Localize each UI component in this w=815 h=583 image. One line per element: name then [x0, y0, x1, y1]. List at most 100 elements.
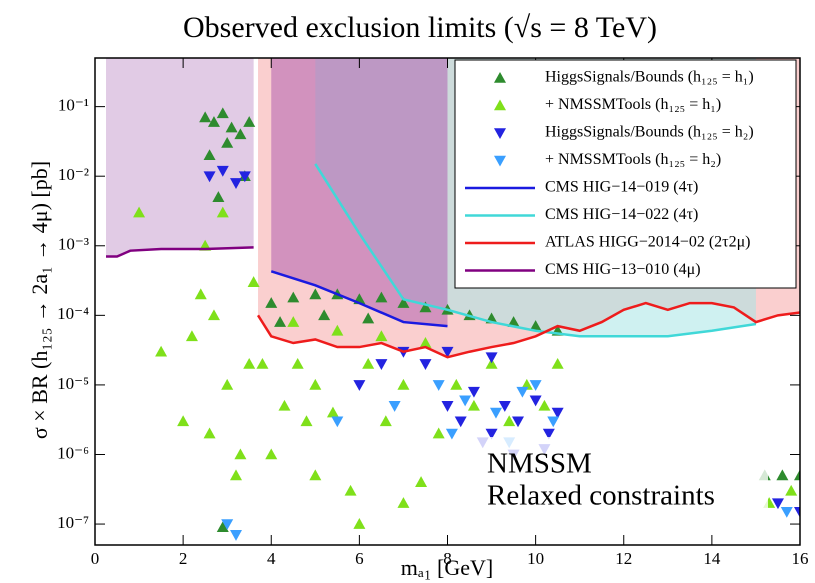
point — [221, 378, 234, 390]
legend-label: CMS HIG−14−022 (4τ) — [545, 206, 698, 223]
legend-marker — [494, 128, 506, 139]
point — [265, 448, 278, 460]
point — [419, 301, 432, 313]
point — [309, 469, 322, 481]
annotation: NMSSM — [487, 448, 592, 480]
point — [326, 406, 339, 418]
point — [485, 428, 498, 440]
point — [265, 297, 278, 308]
point — [212, 191, 225, 202]
point — [450, 378, 463, 390]
legend-label: + NMSSMTools (h₁₂₅ = h₁) — [545, 96, 721, 113]
point — [300, 415, 313, 427]
point — [203, 149, 216, 161]
point — [331, 416, 344, 428]
point — [234, 448, 247, 460]
point — [221, 137, 234, 148]
point — [234, 128, 247, 140]
legend-marker — [494, 99, 506, 111]
point — [776, 469, 789, 481]
point — [309, 378, 322, 390]
legend-label: ATLAS HIGG−2014−02 (2τ2μ) — [545, 234, 750, 251]
x-tick-label: 12 — [615, 549, 632, 568]
y-tick-label: 10⁻⁶ — [57, 443, 89, 462]
point — [247, 276, 260, 287]
x-tick-label: 6 — [355, 549, 364, 568]
point — [331, 324, 344, 336]
point — [467, 399, 480, 411]
point — [771, 498, 784, 510]
annotation-box — [470, 437, 768, 545]
point — [459, 395, 472, 407]
point — [155, 345, 168, 357]
point — [230, 178, 242, 189]
point — [794, 507, 800, 518]
point — [432, 427, 445, 439]
point — [529, 320, 542, 331]
limit-line — [106, 246, 254, 258]
point — [794, 469, 800, 481]
point — [780, 507, 793, 518]
point — [454, 416, 467, 428]
y-tick-label: 10⁻¹ — [58, 96, 89, 115]
point — [291, 357, 304, 369]
legend-label: HiggsSignals/Bounds (h₁₂₅ = h₁) — [545, 69, 754, 86]
y-axis-label: σ × BR (h₁₂₅ → 2a₁ → 4μ) [pb] — [27, 161, 52, 439]
point — [225, 121, 238, 133]
point — [503, 415, 516, 427]
point — [185, 330, 198, 342]
annotation: Relaxed constraints — [487, 480, 715, 512]
chart-title: Observed exclusion limits (√s = 8 TeV) — [183, 11, 657, 44]
point — [419, 337, 432, 348]
point — [375, 330, 388, 342]
point — [216, 107, 229, 119]
point — [230, 530, 242, 541]
point — [489, 407, 502, 419]
y-tick-label: 10⁻³ — [58, 235, 89, 254]
point — [445, 428, 458, 440]
point — [415, 476, 428, 487]
point — [551, 407, 564, 419]
x-tick-label: 16 — [792, 549, 809, 568]
point — [441, 401, 454, 412]
x-tick-label: 10 — [527, 549, 544, 568]
point — [203, 427, 216, 439]
point — [216, 165, 229, 177]
point — [133, 206, 146, 218]
point — [216, 206, 229, 218]
point — [375, 359, 388, 370]
x-tick-label: 8 — [443, 549, 452, 568]
point — [397, 297, 410, 308]
point — [542, 428, 555, 440]
point — [467, 386, 480, 398]
legend-label: + NMSSMTools (h₁₂₅ = h₂) — [545, 151, 721, 168]
point — [203, 171, 216, 183]
point — [512, 416, 524, 428]
point — [785, 484, 798, 496]
point — [318, 309, 331, 321]
point — [362, 357, 375, 369]
point — [375, 291, 388, 303]
point — [507, 316, 520, 327]
point — [388, 401, 401, 412]
point — [419, 359, 432, 370]
point — [485, 352, 498, 364]
x-tick-label: 0 — [91, 549, 100, 568]
legend-label: HiggsSignals/Bounds (h₁₂₅ = h₂) — [545, 124, 754, 141]
legend-marker — [494, 155, 506, 167]
exclusion-region — [106, 58, 254, 257]
point — [287, 316, 300, 327]
legend-label: CMS HIG−13−010 (4μ) — [545, 261, 701, 278]
point — [397, 378, 410, 390]
point — [309, 288, 322, 300]
point — [274, 316, 287, 327]
point — [238, 171, 251, 183]
point — [199, 111, 212, 123]
point — [551, 357, 564, 369]
point — [194, 288, 207, 300]
point — [256, 357, 269, 369]
point — [221, 519, 234, 531]
point — [230, 469, 242, 481]
